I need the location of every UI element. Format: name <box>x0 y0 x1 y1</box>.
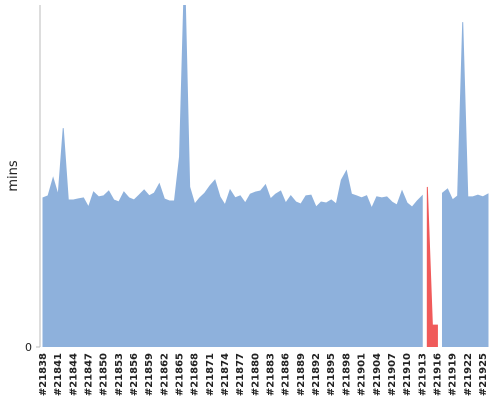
x-tick-label: #21844 <box>68 353 79 396</box>
x-tick-label: #21901 <box>357 353 368 396</box>
x-tick-label: #21862 <box>159 353 170 396</box>
x-tick-label: #21853 <box>114 353 125 396</box>
x-tick-label: #21898 <box>341 353 352 396</box>
x-tick-label: #21847 <box>84 353 95 396</box>
area <box>441 22 489 347</box>
x-tick-label: #21925 <box>478 353 489 396</box>
x-tick-label: #21874 <box>220 353 231 396</box>
x-tick-label: #21868 <box>190 353 201 396</box>
plot-area <box>42 5 489 347</box>
x-tick-label: #21913 <box>417 353 428 396</box>
x-tick-label: #21850 <box>99 353 110 396</box>
x-tick-label: #21922 <box>463 353 474 396</box>
y-axis-label: mins <box>6 160 21 192</box>
x-tick-label: #21838 <box>38 353 49 396</box>
x-tick-label: #21910 <box>402 353 413 396</box>
x-tick-label: #21907 <box>387 353 398 396</box>
x-tick-label: #21877 <box>235 353 246 396</box>
x-tick-label: #21883 <box>266 353 277 396</box>
x-tick-label: #21871 <box>205 353 216 396</box>
y-tick-label: 0 <box>25 341 32 354</box>
x-tick-label: #21904 <box>372 353 383 396</box>
x-tick-label: #21892 <box>311 353 322 396</box>
x-tick-label: #21889 <box>296 353 307 396</box>
area <box>426 186 438 347</box>
x-tick-label: #21841 <box>53 353 64 396</box>
x-tick-label: #21859 <box>144 353 155 396</box>
x-tick-label: #21916 <box>432 353 443 396</box>
area <box>42 5 423 347</box>
x-tick-label: #21895 <box>326 353 337 396</box>
x-tick-label: #21865 <box>175 353 186 396</box>
x-tick-label: #21886 <box>281 353 292 396</box>
x-tick-label: #21880 <box>250 353 261 396</box>
x-tick-label: #21919 <box>448 353 459 396</box>
x-tick-label: #21856 <box>129 353 140 396</box>
